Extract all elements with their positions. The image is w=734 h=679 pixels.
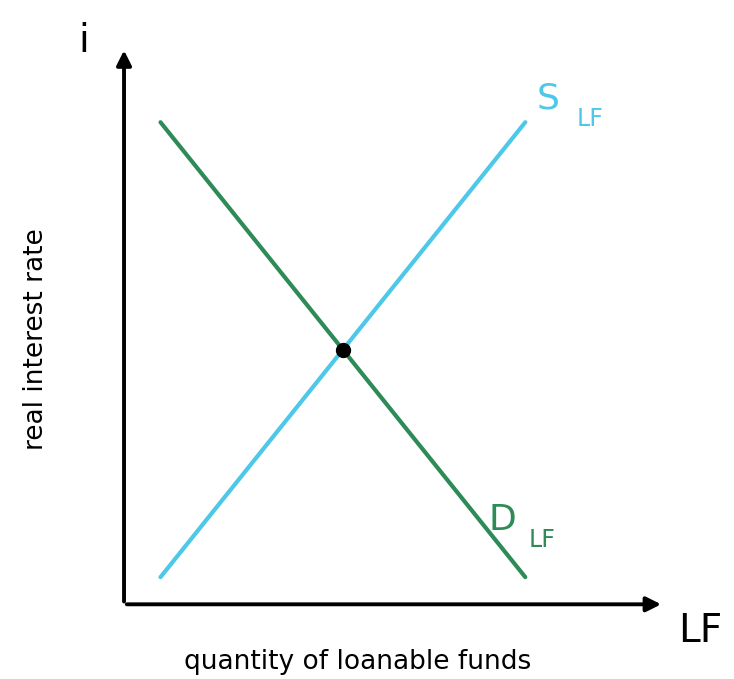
Text: real interest rate: real interest rate [23, 229, 49, 450]
Text: D: D [489, 502, 517, 536]
Text: LF: LF [576, 107, 603, 130]
Text: i: i [79, 22, 90, 60]
Text: quantity of loanable funds: quantity of loanable funds [184, 649, 531, 675]
Text: S: S [537, 81, 559, 115]
Text: LF: LF [678, 612, 723, 650]
Text: LF: LF [529, 528, 556, 551]
Point [337, 344, 349, 355]
